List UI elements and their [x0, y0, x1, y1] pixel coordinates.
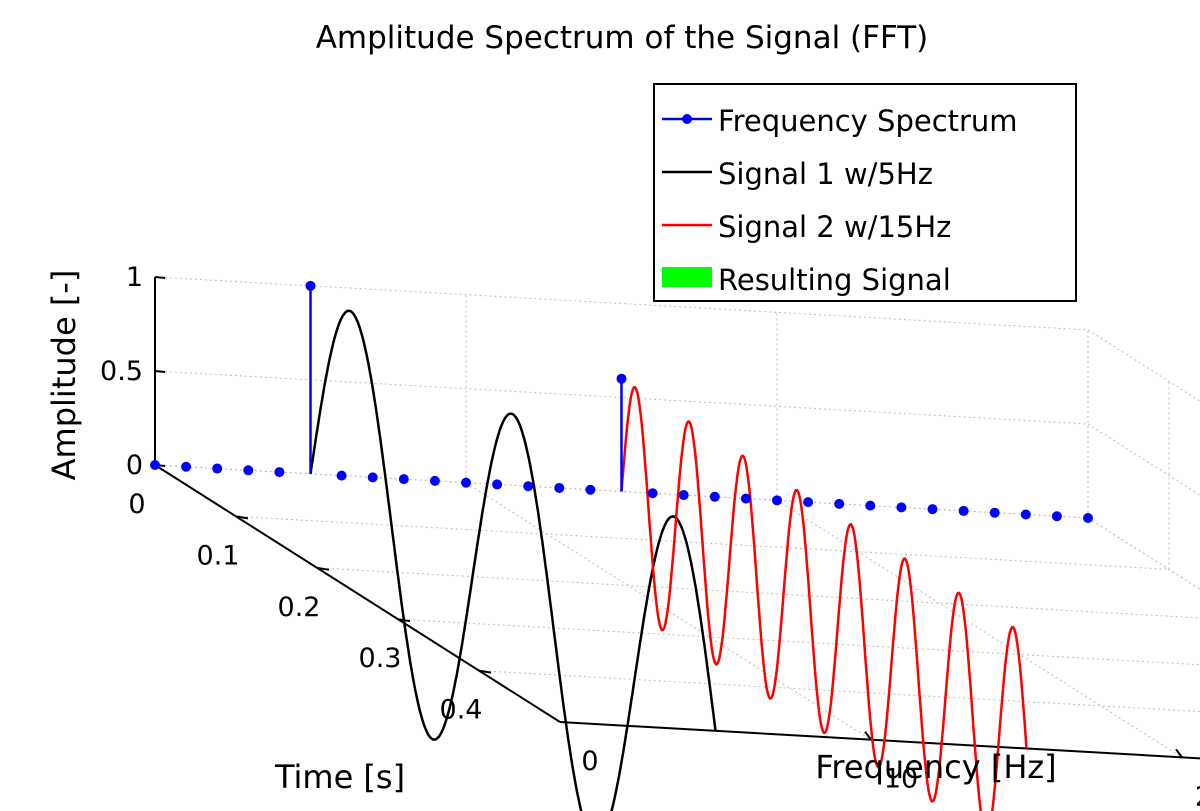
y-tick-label: 10	[884, 764, 918, 795]
legend-label: Signal 1 w/5Hz	[718, 157, 933, 191]
x-tick-mark	[316, 566, 330, 571]
spectrum-point	[616, 373, 627, 384]
spectrum-point	[989, 507, 1000, 518]
spectrum-point	[585, 484, 596, 495]
x-tick-mark	[478, 669, 492, 674]
tick-layer: 00.10.20.30.4010203000.51	[100, 262, 1200, 811]
z-tick-label: 0.5	[100, 356, 143, 387]
grid-line	[1087, 329, 1200, 402]
spectrum-point	[367, 472, 378, 483]
spectrum-point	[305, 280, 316, 291]
spectrum-point	[492, 479, 503, 490]
spectrum-point	[274, 467, 285, 478]
spectrum-point	[647, 488, 658, 499]
spectrum-point	[461, 477, 471, 488]
spectrum-point	[181, 461, 192, 472]
z-tick-label: 0	[126, 450, 143, 481]
series-layer	[150, 280, 1093, 811]
legend: Frequency Spectrum Signal 1 w/5Hz Signal 2…	[653, 83, 1077, 302]
spectrum-point	[678, 490, 689, 501]
grid-line	[1087, 517, 1200, 590]
grid-line	[478, 670, 1200, 713]
spectrum-point	[896, 502, 907, 513]
legend-items: Frequency Spectrum Signal 1 w/5Hz Signal 2…	[662, 104, 1018, 297]
y-tick-mark	[1175, 748, 1183, 758]
y-tick-label: 0	[581, 746, 598, 777]
spectrum-point	[523, 481, 534, 492]
x-tick-label: 0	[128, 489, 145, 520]
z-tick-mark	[154, 276, 166, 279]
spectrum-point	[1020, 509, 1031, 520]
spectrum-point	[709, 491, 720, 502]
signal-line	[620, 385, 1028, 811]
y-tick-label: 20	[1195, 781, 1200, 811]
z-tick-mark	[154, 370, 166, 373]
spectrum-point	[865, 500, 876, 511]
spectrum-point	[772, 495, 782, 506]
z-tick-label: 1	[126, 262, 143, 293]
legend-swatch	[662, 267, 712, 287]
legend-label: Signal 2 w/15Hz	[718, 210, 951, 244]
spectrum-point	[243, 465, 254, 476]
x-tick-label: 0.3	[359, 643, 402, 674]
spectrum-point	[834, 498, 845, 509]
spectrum-point	[740, 493, 751, 504]
x-tick-label: 0.2	[278, 592, 321, 623]
spectrum-point	[1051, 511, 1062, 522]
x-axis-label: Time [s]	[274, 758, 405, 796]
spectrum-point	[1083, 513, 1093, 523]
x-tick-label: 0.4	[440, 695, 483, 726]
chart-title: Amplitude Spectrum of the Signal (FFT)	[316, 20, 929, 56]
grid-line	[1087, 423, 1200, 496]
spectrum-point	[927, 504, 938, 515]
y-tick-mark	[864, 731, 872, 741]
spectrum-point	[958, 505, 969, 516]
x-tick-label: 0.1	[197, 540, 240, 571]
spectrum-point	[803, 497, 814, 508]
x-tick-mark	[235, 515, 249, 520]
signal-line	[309, 309, 717, 811]
legend-box	[653, 83, 1077, 302]
spectrum-point	[554, 482, 565, 493]
spectrum-point	[212, 463, 223, 474]
legend-marker	[682, 114, 692, 124]
legend-label: Resulting Signal	[718, 263, 951, 297]
spectrum-point	[429, 475, 440, 486]
spectrum-point	[150, 460, 160, 470]
y-axis-label: Frequency [Hz]	[815, 748, 1056, 786]
z-axis-label: Amplitude [-]	[45, 270, 83, 481]
spectrum-point	[336, 470, 347, 481]
x-axis-line	[154, 464, 561, 723]
spectrum-point	[398, 474, 409, 485]
legend-label: Frequency Spectrum	[718, 104, 1018, 138]
grid-line	[397, 618, 1200, 666]
grid-line	[1087, 517, 1200, 590]
